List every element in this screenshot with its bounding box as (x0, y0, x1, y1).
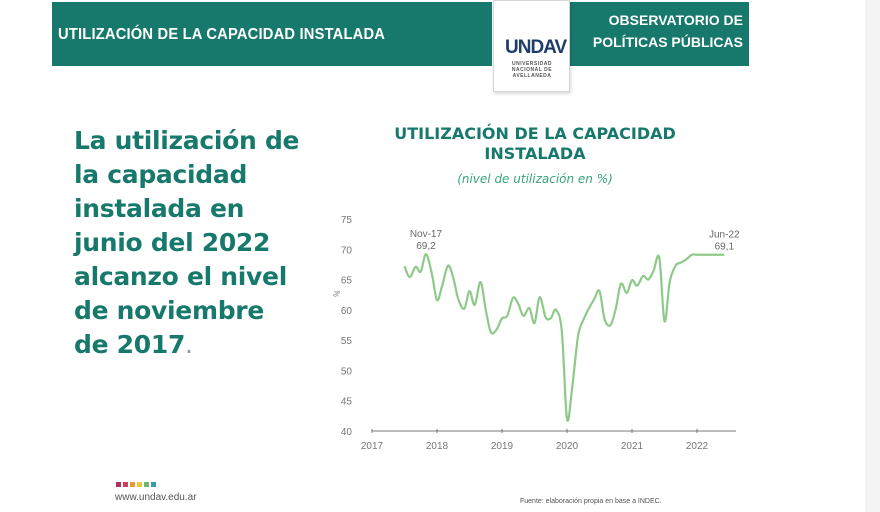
observatorio-banner: OBSERVATORIO DE POLÍTICAS PÚBLICAS (569, 2, 749, 66)
y-tick-label: 40 (341, 427, 353, 438)
logo-mark: UNDAV (505, 37, 567, 58)
y-axis-label: % (331, 289, 342, 299)
logo-subtitle: UNIVERSIDAD NACIONAL DE AVELLANEDA (511, 61, 553, 79)
headline: La utilización de la capacidad instalada… (74, 124, 334, 362)
color-dot (137, 482, 142, 487)
headline-line: junio del 2022 (74, 228, 271, 257)
x-tick-label: 2021 (621, 441, 644, 452)
source-note: Fuente: elaboración propia en base a IND… (520, 498, 662, 505)
header-banner: UTILIZACIÓN DE LA CAPACIDAD INSTALADA (52, 2, 492, 66)
chart-subtitle: (nivel de utilización en %) (457, 172, 613, 186)
headline-line: la capacidad (74, 160, 248, 189)
y-tick-label: 45 (341, 397, 353, 408)
chart-title: UTILIZACIÓN DE LA CAPACIDAD INSTALADA (394, 124, 676, 163)
footer-url[interactable]: www.undav.edu.ar (115, 492, 197, 503)
y-tick-label: 50 (341, 366, 353, 377)
x-tick-label: 2020 (556, 441, 579, 452)
x-tick-label: 2017 (361, 441, 384, 452)
observatorio-line1: OBSERVATORIO DE (608, 12, 743, 28)
headline-line: alcanzo el nivel (74, 262, 287, 291)
y-tick-label: 70 (341, 245, 353, 256)
headline-text: de 2017 (74, 330, 186, 359)
header-title: UTILIZACIÓN DE LA CAPACIDAD INSTALADA (58, 26, 386, 43)
x-tick-label: 2022 (686, 441, 709, 452)
observatorio-line2: POLÍTICAS PÚBLICAS (592, 34, 743, 50)
color-dot (130, 482, 135, 487)
y-tick-label: 55 (341, 336, 353, 347)
x-tick-label: 2019 (491, 441, 514, 452)
color-dots-logo (116, 482, 156, 487)
headline-line-last: de 2017. (74, 328, 334, 362)
page-edge (865, 0, 880, 512)
y-tick-label: 60 (341, 306, 353, 317)
headline-period: . (185, 330, 193, 359)
color-dot (151, 482, 156, 487)
color-dot (123, 482, 128, 487)
y-tick-label: 75 (341, 215, 353, 226)
headline-line: La utilización de (74, 126, 300, 155)
annotation-value: 69,1 (715, 242, 735, 253)
annotation-label: Jun-22 (709, 230, 740, 241)
series-line (403, 253, 725, 422)
color-dot (116, 482, 121, 487)
annotation-value: 69,2 (416, 241, 436, 252)
undav-logo: UNDAV UNIVERSIDAD NACIONAL DE AVELLANEDA (493, 0, 570, 92)
headline-line: instalada en (74, 194, 245, 223)
headline-line: de noviembre (74, 296, 264, 325)
x-tick-label: 2018 (426, 441, 449, 452)
y-tick-label: 65 (341, 276, 353, 287)
color-dot (144, 482, 149, 487)
annotation-label: Nov-17 (410, 229, 443, 240)
